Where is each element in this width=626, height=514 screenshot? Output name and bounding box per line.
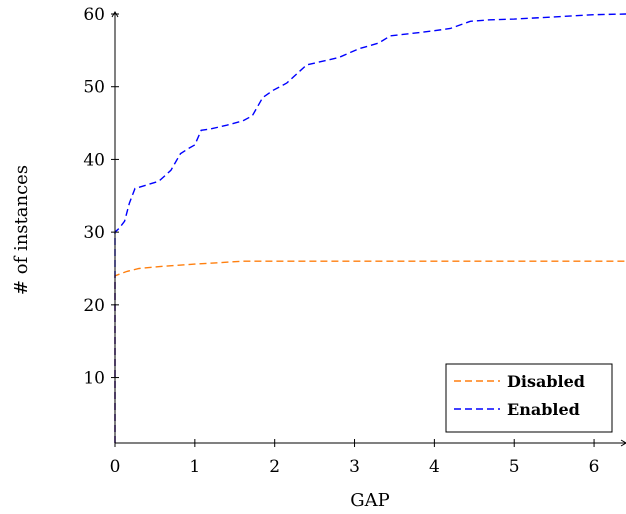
x-tick-label: 2	[269, 457, 280, 477]
legend-label-disabled: Disabled	[507, 372, 585, 391]
x-axis-arrow-icon	[620, 439, 626, 447]
legend-box	[445, 363, 613, 433]
y-tick-label: 20	[83, 296, 105, 316]
y-tick-label: 60	[83, 5, 105, 25]
x-tick-label: 4	[429, 457, 440, 477]
legend: Disabled Enabled	[445, 363, 613, 433]
tick-layer: 0 1 2 3 4 5 6 10 20 30 40 50 60	[83, 5, 599, 477]
x-tick-label: 6	[589, 457, 600, 477]
x-axis-title: GAP	[350, 490, 390, 511]
y-tick-label: 40	[83, 150, 105, 170]
x-tick-label: 5	[509, 457, 520, 477]
x-tick-label: 1	[189, 457, 200, 477]
x-tick-label: 3	[349, 457, 360, 477]
y-tick-label: 30	[83, 223, 105, 243]
y-tick-label: 50	[83, 78, 105, 98]
legend-label-enabled: Enabled	[507, 400, 580, 419]
y-axis-arrow-icon	[111, 11, 119, 18]
axes-layer	[111, 11, 626, 447]
series-line-disabled	[114, 260, 626, 443]
x-tick-label: 0	[110, 457, 121, 477]
y-tick-label: 10	[83, 369, 105, 389]
series-line-enabled	[114, 13, 626, 443]
y-axis-title: # of instances	[11, 165, 32, 295]
series-layer	[114, 13, 626, 443]
